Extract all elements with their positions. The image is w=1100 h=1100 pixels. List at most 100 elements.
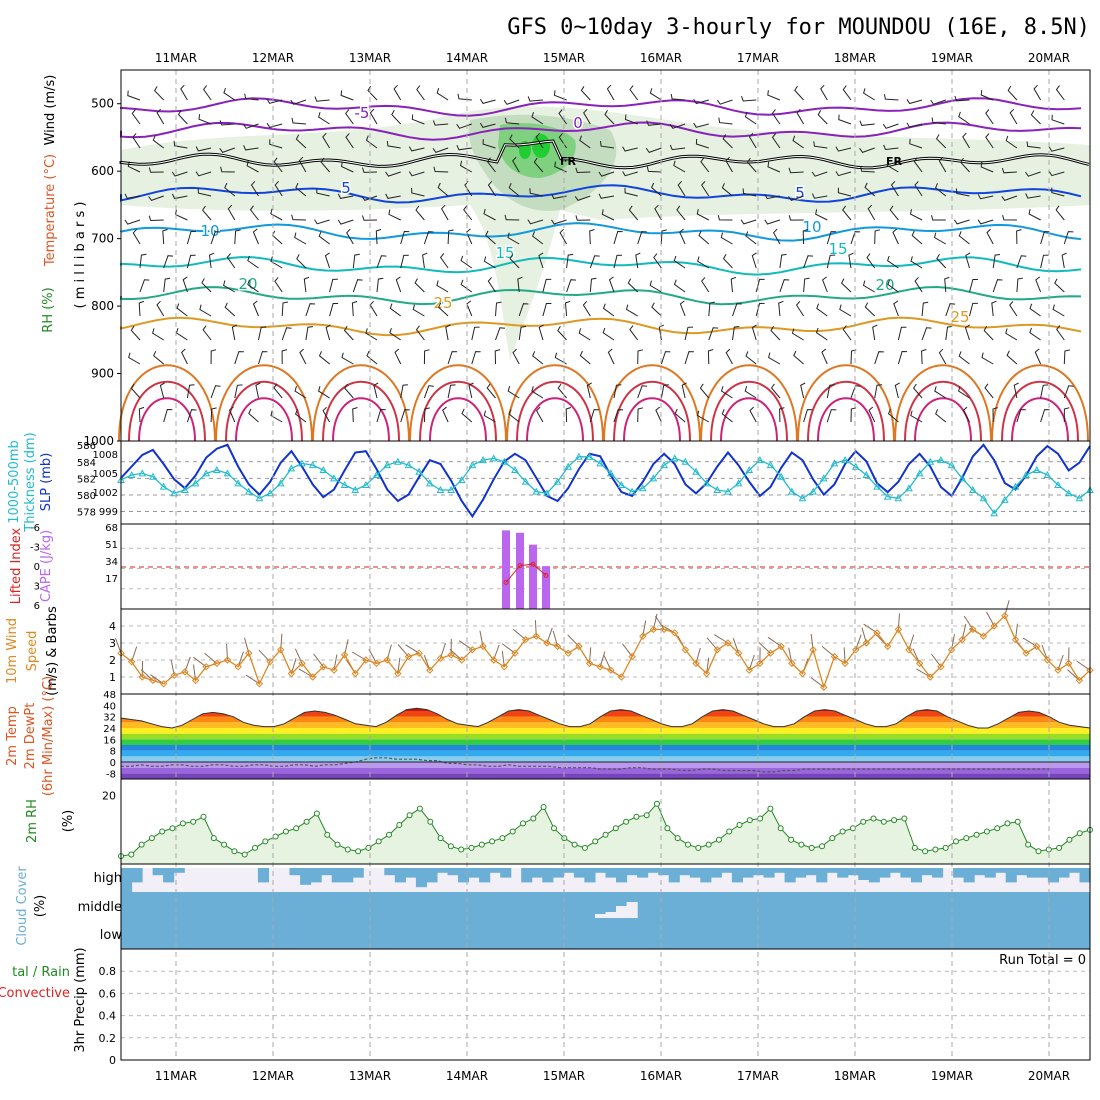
- wind-barb: [674, 408, 686, 423]
- wind-barb: [124, 219, 141, 225]
- wind-barb: [495, 327, 505, 341]
- temperature-band: [121, 708, 1090, 711]
- wind-barb: [811, 193, 828, 199]
- wind-speed-marker: [607, 666, 615, 674]
- rh-marker: [922, 848, 929, 855]
- rh-marker: [602, 831, 609, 838]
- cloud-high-bar: [479, 868, 491, 883]
- rh-marker: [612, 825, 619, 832]
- wind-barb: [415, 325, 425, 341]
- wind-barb: [1063, 231, 1074, 245]
- wind-barb: [600, 141, 615, 149]
- wind-barb: [1052, 304, 1065, 317]
- wind-barb: [376, 277, 384, 293]
- upper-y-tick: 800: [91, 299, 114, 313]
- surface-wind-barb: [758, 642, 771, 654]
- wind-speed-marker: [362, 656, 370, 664]
- cloud-high-bar: [784, 868, 796, 883]
- lifted-index-marker: [517, 563, 523, 569]
- cloud-high-bar: [173, 868, 185, 873]
- x-tick-top: 13MAR: [349, 51, 391, 65]
- thickness-marker: [713, 485, 722, 493]
- wind-barb: [913, 157, 923, 173]
- wind-speed-marker: [426, 666, 434, 674]
- rh-marker: [169, 825, 176, 832]
- temperature-band: [121, 767, 1090, 774]
- thickness-marker: [425, 479, 434, 487]
- wind-barb: [914, 181, 923, 197]
- wind-barb: [442, 406, 449, 423]
- wind-barb: [389, 303, 401, 317]
- wind-barb: [551, 219, 567, 225]
- wind-barb: [456, 123, 472, 129]
- temperature-contour-loop: [332, 397, 390, 442]
- wind-barb: [935, 134, 947, 149]
- wind-barb: [1063, 407, 1070, 423]
- wind-barb: [826, 384, 835, 399]
- cape-bar: [502, 530, 510, 609]
- wind-barb: [201, 278, 212, 293]
- surface-wind-barb: [458, 640, 473, 651]
- thickness-marker: [1054, 480, 1062, 488]
- wind-barb: [1054, 278, 1065, 293]
- wind-barb: [977, 194, 994, 200]
- wind-barb: [793, 350, 804, 365]
- temperature-y-tick: 40: [103, 701, 116, 712]
- wind-speed-marker: [159, 680, 168, 688]
- wind-barb: [637, 407, 644, 423]
- temperature-contour-loop: [128, 380, 206, 442]
- wind-barb: [538, 324, 544, 341]
- thickness-marker: [596, 459, 605, 467]
- surface-wind-barb: [512, 629, 526, 640]
- thickness-marker: [905, 484, 913, 492]
- temperature-band: [121, 750, 1090, 757]
- surface-wind-barb: [397, 644, 409, 657]
- wind-barb: [866, 253, 876, 269]
- precip-y-tick: 0.2: [99, 1032, 117, 1045]
- wind-barb: [721, 183, 733, 197]
- wind-barb: [394, 348, 402, 365]
- thickness-marker: [1064, 489, 1073, 497]
- surface-wind-barb: [930, 653, 942, 668]
- wind-barb: [345, 109, 354, 125]
- wind-barb: [954, 95, 970, 102]
- x-tick-top: 18MAR: [834, 51, 876, 65]
- wind-barb: [821, 348, 828, 365]
- wind-barb: [1016, 277, 1023, 293]
- wind-speed-marker: [756, 659, 764, 668]
- upper-y-tick: 500: [91, 97, 114, 111]
- rh-marker: [623, 818, 630, 825]
- wind-barb: [1005, 328, 1018, 341]
- panel-axis-label: Speed: [25, 631, 40, 672]
- cloud-high-bar: [300, 868, 312, 885]
- wind-barb: [1013, 382, 1019, 399]
- wind-barb: [931, 215, 946, 221]
- cloud-mid-gap: [616, 906, 628, 918]
- wind-barb: [180, 348, 188, 365]
- temperature-contour-label: 15: [495, 244, 514, 262]
- wind-barb: [153, 350, 165, 365]
- rh-marker: [530, 815, 537, 822]
- rh-marker: [973, 831, 980, 838]
- thickness-marker: [841, 456, 849, 464]
- rh-marker: [798, 841, 805, 848]
- wind-barb: [281, 301, 288, 317]
- wind-barb: [344, 383, 354, 399]
- wind-barb: [408, 171, 425, 177]
- wind-barb: [938, 348, 947, 365]
- wind-barb: [575, 167, 591, 174]
- rh-marker: [509, 828, 516, 835]
- panel-axis-label: 3hr Precip (mm): [73, 947, 88, 1052]
- wind-barb: [701, 180, 710, 197]
- temperature-contour-loop: [419, 380, 497, 442]
- wind-barb: [471, 326, 480, 341]
- upper-y-tick: 700: [91, 232, 114, 246]
- temperature-band: [121, 745, 1090, 751]
- wind-barb: [273, 383, 283, 399]
- wind-speed-marker: [223, 656, 232, 664]
- wind-speed-marker: [298, 659, 306, 668]
- temperature-contour-loop: [312, 364, 410, 442]
- wind-barb: [887, 279, 899, 293]
- cloud-high-bar: [963, 868, 975, 883]
- slp-y-tick: 1002: [93, 488, 118, 499]
